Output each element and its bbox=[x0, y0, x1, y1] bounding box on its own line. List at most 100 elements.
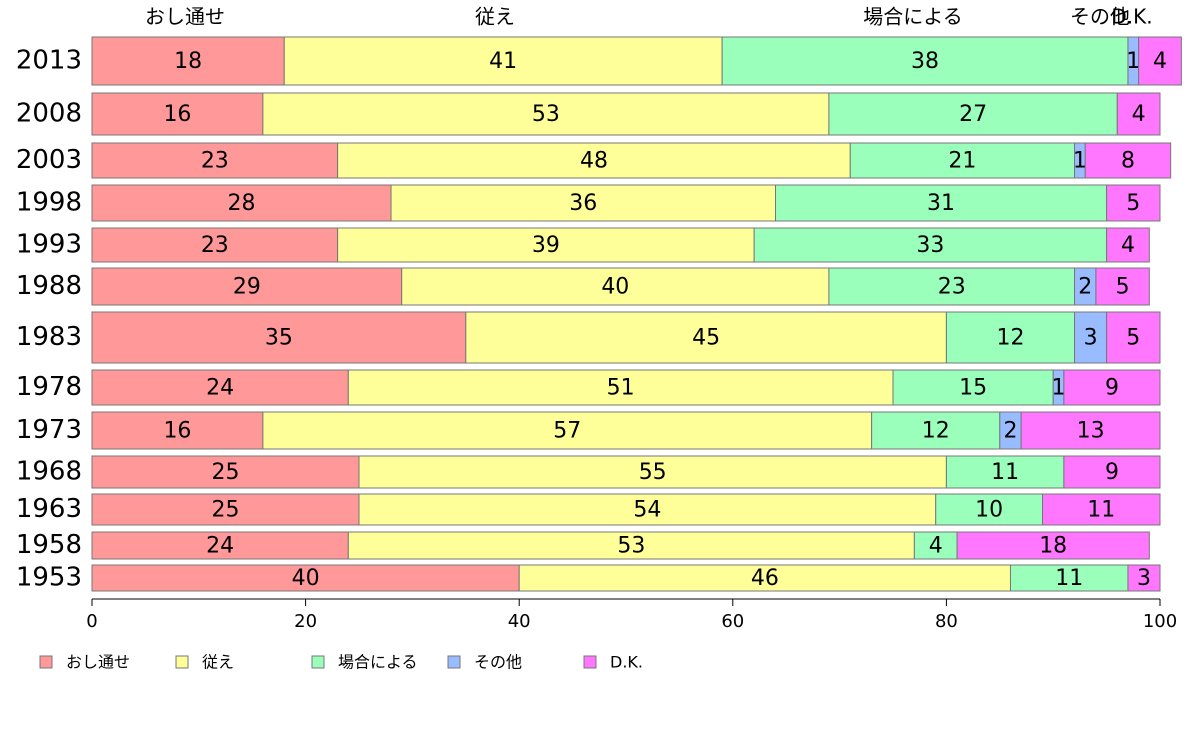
bar-1983-series-1 bbox=[465, 311, 947, 364]
bar-2003-series-2 bbox=[849, 142, 1076, 179]
bar-1968-series-4 bbox=[1063, 455, 1161, 489]
x-tick-label-0: 0 bbox=[86, 611, 97, 632]
bar-1973-series-0 bbox=[91, 411, 264, 450]
bar-1983-series-2 bbox=[945, 311, 1076, 364]
bar-label-1983-series-4: 5 bbox=[1126, 326, 1140, 351]
bar-label-2013-series-0: 18 bbox=[174, 49, 202, 74]
bar-label-2003-series-2: 21 bbox=[948, 149, 976, 174]
x-tick-label-40: 40 bbox=[508, 611, 531, 632]
bar-label-2013-series-1: 41 bbox=[489, 49, 517, 74]
bar-1988-series-0 bbox=[91, 267, 403, 306]
bar-label-1998-series-2: 31 bbox=[927, 191, 955, 216]
bar-1978-series-4 bbox=[1063, 369, 1161, 406]
bar-label-1983-series-0: 35 bbox=[265, 326, 293, 351]
bar-label-1953-series-1: 46 bbox=[751, 566, 779, 591]
legend-label-0: おし通せ bbox=[66, 653, 130, 672]
x-tick-label-20: 20 bbox=[294, 611, 317, 632]
bar-2008-series-2 bbox=[828, 92, 1118, 136]
bar-1963-series-4 bbox=[1042, 493, 1161, 526]
year-label-1993: 1993 bbox=[16, 230, 82, 260]
bar-label-1988-series-3: 2 bbox=[1078, 275, 1092, 300]
year-label-2008: 2008 bbox=[16, 99, 82, 129]
x-tick-label-80: 80 bbox=[935, 611, 958, 632]
top-label-4: D.K. bbox=[1111, 5, 1152, 29]
bar-label-1953-series-2: 11 bbox=[1055, 566, 1083, 591]
bar-label-2013-series-2: 38 bbox=[911, 49, 939, 74]
bar-1973-series-2 bbox=[871, 411, 1001, 450]
bar-label-1973-series-1: 57 bbox=[553, 419, 581, 444]
bar-label-1988-series-2: 23 bbox=[938, 275, 966, 300]
bar-label-1978-series-0: 24 bbox=[206, 376, 234, 401]
bar-1993-series-2 bbox=[753, 227, 1108, 263]
bar-1998-series-2 bbox=[775, 184, 1108, 222]
legend-label-1: 従え bbox=[202, 653, 234, 672]
bar-label-1993-series-2: 33 bbox=[916, 233, 944, 258]
bar-label-1953-series-0: 40 bbox=[292, 566, 320, 591]
bar-1963-series-0 bbox=[91, 493, 360, 526]
x-tick-label-100: 100 bbox=[1143, 611, 1177, 632]
bar-1988-series-2 bbox=[828, 267, 1076, 306]
bar-label-1988-series-0: 29 bbox=[233, 275, 261, 300]
year-label-1988: 1988 bbox=[16, 271, 82, 301]
bar-label-1978-series-4: 9 bbox=[1105, 376, 1119, 401]
x-tick-label-60: 60 bbox=[721, 611, 744, 632]
bar-label-1998-series-1: 36 bbox=[569, 191, 597, 216]
bar-2003-series-0 bbox=[91, 142, 339, 179]
bar-label-1993-series-4: 4 bbox=[1121, 233, 1135, 258]
bar-1988-series-1 bbox=[401, 267, 830, 306]
legend-swatch-3 bbox=[447, 655, 461, 669]
bar-label-1978-series-2: 15 bbox=[959, 376, 987, 401]
bar-label-1958-series-2: 4 bbox=[929, 534, 943, 559]
top-label-2: 場合による bbox=[863, 5, 962, 29]
legend-swatch-0 bbox=[39, 655, 53, 669]
year-label-2013: 2013 bbox=[16, 46, 82, 76]
year-label-1958: 1958 bbox=[16, 530, 82, 560]
bar-1953-series-4 bbox=[1127, 564, 1161, 592]
top-label-0: おし通せ bbox=[145, 5, 225, 29]
bar-label-1963-series-2: 10 bbox=[975, 498, 1003, 523]
bar-label-1953-series-4: 3 bbox=[1137, 566, 1151, 591]
bar-label-2008-series-4: 4 bbox=[1132, 102, 1146, 127]
bar-label-2003-series-1: 48 bbox=[580, 149, 608, 174]
bar-label-2003-series-3: 1 bbox=[1073, 149, 1087, 174]
year-label-1968: 1968 bbox=[16, 457, 82, 487]
bar-label-1998-series-0: 28 bbox=[228, 191, 256, 216]
bar-label-1993-series-0: 23 bbox=[201, 233, 229, 258]
bar-1953-series-0 bbox=[91, 564, 520, 592]
year-label-1983: 1983 bbox=[16, 322, 82, 352]
bar-1958-series-4 bbox=[956, 531, 1150, 560]
bar-label-2013-series-3: 1 bbox=[1126, 49, 1140, 74]
bar-label-1978-series-1: 51 bbox=[607, 376, 635, 401]
bar-label-1988-series-1: 40 bbox=[601, 275, 629, 300]
bar-1998-series-1 bbox=[390, 184, 777, 222]
bar-1973-series-1 bbox=[262, 411, 873, 450]
bar-1978-series-2 bbox=[892, 369, 1054, 406]
bar-1993-series-4 bbox=[1106, 227, 1150, 263]
bar-2008-series-1 bbox=[262, 92, 830, 136]
bar-label-1968-series-0: 25 bbox=[212, 460, 240, 485]
bar-label-2003-series-4: 8 bbox=[1121, 149, 1135, 174]
bar-1968-series-2 bbox=[945, 455, 1065, 489]
bar-label-2003-series-0: 23 bbox=[201, 149, 229, 174]
bar-label-1983-series-1: 45 bbox=[692, 326, 720, 351]
bar-1978-series-1 bbox=[347, 369, 894, 406]
bar-label-1973-series-3: 2 bbox=[1003, 419, 1017, 444]
bar-1963-series-2 bbox=[935, 493, 1044, 526]
bar-label-1973-series-4: 13 bbox=[1077, 419, 1105, 444]
bar-label-1963-series-0: 25 bbox=[212, 498, 240, 523]
bar-label-1958-series-4: 18 bbox=[1039, 534, 1067, 559]
bar-1968-series-0 bbox=[91, 455, 360, 489]
bar-label-1968-series-4: 9 bbox=[1105, 460, 1119, 485]
legend-swatch-2 bbox=[311, 655, 325, 669]
bar-1983-series-0 bbox=[91, 311, 467, 364]
bar-label-1973-series-0: 16 bbox=[163, 419, 191, 444]
bar-label-1988-series-4: 5 bbox=[1116, 275, 1130, 300]
bar-label-2008-series-2: 27 bbox=[959, 102, 987, 127]
year-label-1973: 1973 bbox=[16, 415, 82, 445]
bar-1993-series-0 bbox=[91, 227, 339, 263]
bar-1958-series-2 bbox=[913, 531, 958, 560]
bar-2013-series-2 bbox=[721, 36, 1129, 86]
top-label-1: 従え bbox=[475, 5, 515, 29]
bar-1998-series-4 bbox=[1106, 184, 1161, 222]
